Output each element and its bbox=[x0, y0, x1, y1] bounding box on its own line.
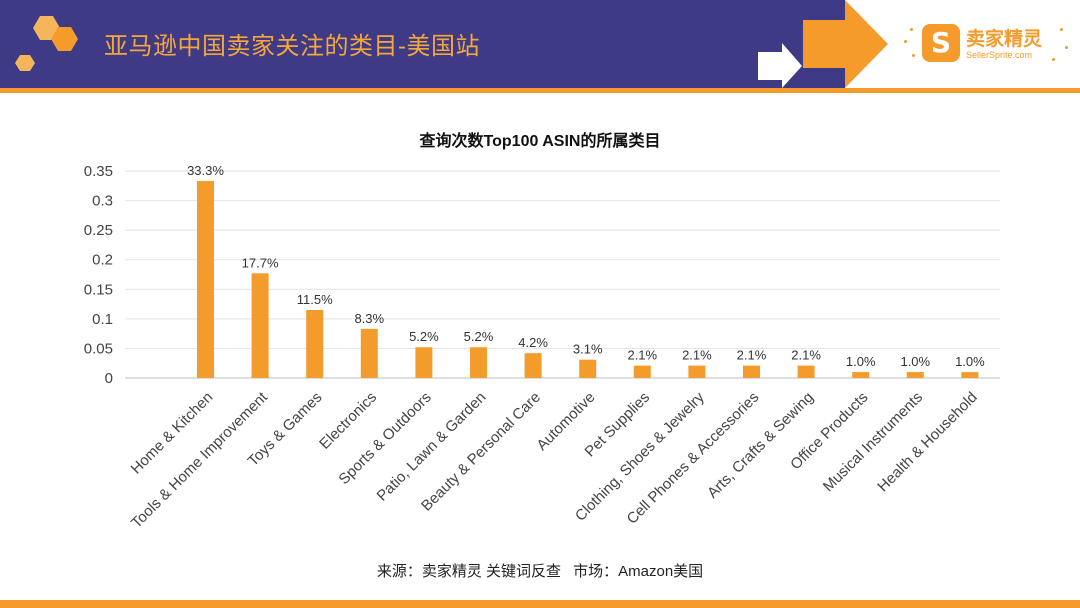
data-label: 17.7% bbox=[242, 255, 279, 270]
x-tick-label: Sports & Outdoors bbox=[335, 389, 434, 488]
hexagon-decoration-icon bbox=[15, 16, 78, 71]
header-band bbox=[0, 0, 845, 88]
source-label: 来源：卖家精灵 关键词反查 bbox=[376, 563, 561, 580]
bar bbox=[524, 353, 542, 378]
data-label: 8.3% bbox=[354, 311, 384, 326]
bar bbox=[360, 328, 378, 378]
bar bbox=[688, 365, 706, 378]
bar bbox=[797, 365, 815, 378]
y-tick-label: 0.25 bbox=[84, 222, 113, 239]
data-label: 2.1% bbox=[791, 348, 821, 363]
bar-chart: 查询次数Top100 ASIN的所属类目 0 0.05 0.1 0.15 0.2 0.25… bbox=[84, 131, 1000, 532]
seller-sprite-logo: S 卖家精灵 SellerSprite.com bbox=[900, 18, 1070, 68]
page-title: 亚马逊中国卖家关注的类目-美国站 bbox=[104, 33, 480, 60]
data-label: 2.1% bbox=[627, 348, 657, 363]
source-note: 来源：卖家精灵 关键词反查 市场：Amazon美国 bbox=[0, 560, 1080, 581]
bar bbox=[906, 372, 924, 378]
data-label: 1.0% bbox=[900, 354, 930, 369]
bar bbox=[852, 372, 870, 378]
chart-title: 查询次数Top100 ASIN的所属类目 bbox=[420, 131, 661, 150]
footer-stripe bbox=[0, 600, 1080, 608]
bar bbox=[633, 365, 651, 378]
y-tick-label: 0.3 bbox=[92, 193, 113, 210]
logo-name: 卖家精灵 bbox=[966, 29, 1043, 50]
data-label: 1.0% bbox=[846, 354, 876, 369]
arrow-icon bbox=[758, 0, 888, 88]
data-label: 33.3% bbox=[187, 163, 224, 178]
bar bbox=[470, 347, 487, 378]
data-label: 4.2% bbox=[518, 335, 548, 350]
x-tick-label: Arts, Crafts & Sewing bbox=[704, 389, 817, 502]
header-stripe bbox=[0, 88, 1080, 93]
bar bbox=[579, 359, 597, 378]
bar bbox=[251, 273, 269, 378]
data-label: 5.2% bbox=[409, 329, 439, 344]
y-tick-label: 0.1 bbox=[92, 311, 113, 328]
bar bbox=[306, 309, 324, 378]
header: 亚马逊中国卖家关注的类目-美国站 S 卖家精灵 SellerSprite.com bbox=[0, 0, 1080, 88]
logo-subtitle: SellerSprite.com bbox=[966, 50, 1033, 60]
y-tick-label: 0 bbox=[105, 370, 113, 387]
bar bbox=[743, 365, 760, 378]
market-label: 市场：Amazon美国 bbox=[573, 563, 704, 580]
logo-mark-icon: S bbox=[922, 24, 960, 62]
data-label: 11.5% bbox=[297, 292, 333, 307]
bar bbox=[197, 181, 214, 378]
y-tick-label: 0.15 bbox=[84, 281, 113, 298]
y-tick-label: 0.35 bbox=[84, 163, 113, 180]
y-tick-label: 0.05 bbox=[84, 340, 113, 357]
x-tick-label: Patio, Lawn & Garden bbox=[374, 389, 490, 505]
data-label: 1.0% bbox=[955, 354, 985, 369]
data-label: 5.2% bbox=[464, 329, 494, 344]
data-label: 3.1% bbox=[573, 342, 603, 357]
data-label: 2.1% bbox=[682, 348, 712, 363]
bar bbox=[961, 372, 979, 378]
bar bbox=[415, 347, 433, 378]
data-label: 2.1% bbox=[737, 348, 767, 363]
y-tick-label: 0.2 bbox=[92, 252, 113, 269]
x-tick-label: Health & Household bbox=[874, 389, 980, 495]
x-tick-label: Musical Instruments bbox=[820, 389, 926, 495]
